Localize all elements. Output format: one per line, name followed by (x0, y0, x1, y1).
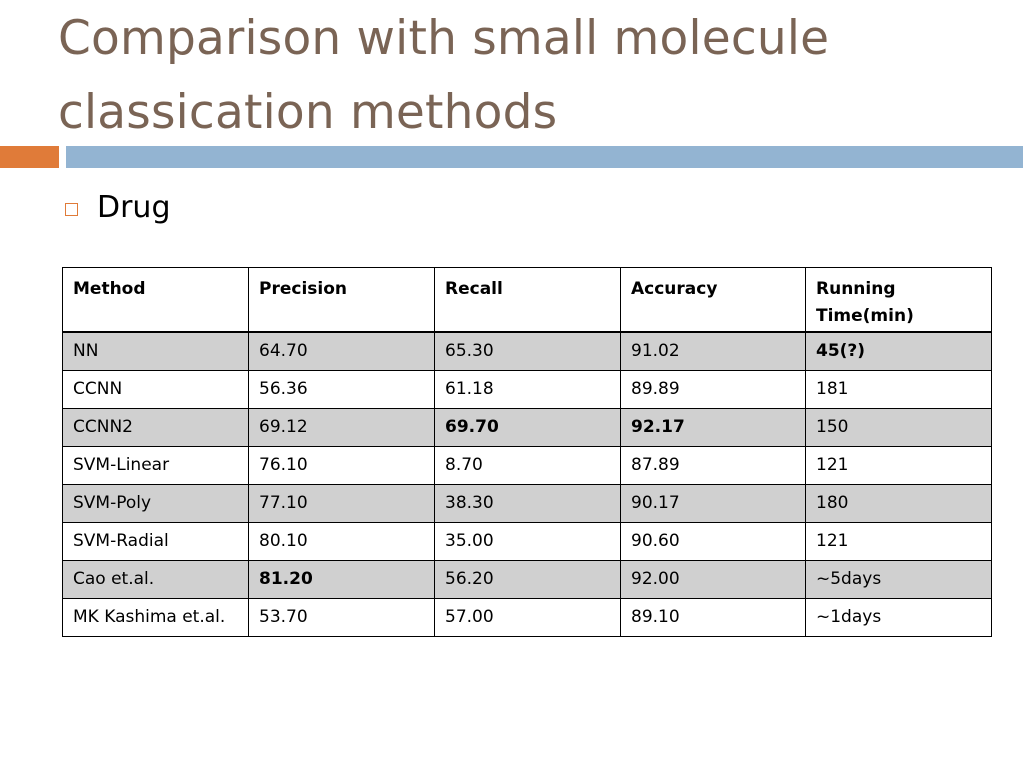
slide-title-line-1: Comparison with small molecule (58, 11, 830, 66)
table-cell: ~5days (805, 559, 992, 599)
table-cell: SVM-Linear (62, 445, 249, 485)
table-cell: 90.60 (620, 521, 806, 561)
table-cell: 69.70 (434, 407, 621, 447)
table-cell: 121 (805, 521, 992, 561)
table-cell: 181 (805, 369, 992, 409)
table-cell: 56.20 (434, 559, 621, 599)
table-row: SVM-Poly 77.10 38.30 90.17 180 (62, 483, 992, 523)
table-cell: 81.20 (248, 559, 435, 599)
table-row: SVM-Linear 76.10 8.70 87.89 121 (62, 445, 992, 485)
table-cell: 150 (805, 407, 992, 447)
accent-bar-orange (0, 146, 59, 168)
table-row: SVM-Radial 80.10 35.00 90.60 121 (62, 521, 992, 561)
header-recall: Recall (434, 267, 621, 333)
table-cell: 89.89 (620, 369, 806, 409)
table-cell: Cao et.al. (62, 559, 249, 599)
table-cell: 45(?) (805, 331, 992, 371)
table-cell: SVM-Radial (62, 521, 249, 561)
table-cell: 57.00 (434, 597, 621, 637)
accent-bar-blue (66, 146, 1023, 168)
table-cell: 89.10 (620, 597, 806, 637)
table-cell: 91.02 (620, 331, 806, 371)
slide-title: Comparison with small molecule classicat… (58, 2, 1008, 150)
table-cell: MK Kashima et.al. (62, 597, 249, 637)
table-row: MK Kashima et.al. 53.70 57.00 89.10 ~1days (62, 597, 992, 637)
table-cell: CCNN (62, 369, 249, 409)
header-precision: Precision (248, 267, 435, 333)
table-header-row: Method Precision Recall Accuracy Running… (62, 267, 992, 333)
table-cell: 80.10 (248, 521, 435, 561)
table-cell: 69.12 (248, 407, 435, 447)
table-cell: 76.10 (248, 445, 435, 485)
header-accuracy: Accuracy (620, 267, 806, 333)
bullet-item: Drug (65, 190, 171, 225)
table-row: CCNN2 69.12 69.70 92.17 150 (62, 407, 992, 447)
table-cell: 180 (805, 483, 992, 523)
bullet-text: Drug (97, 190, 171, 225)
table-cell: 38.30 (434, 483, 621, 523)
table-cell: SVM-Poly (62, 483, 249, 523)
square-bullet-icon (65, 202, 78, 216)
table-cell: 64.70 (248, 331, 435, 371)
slide-title-line-2: classication methods (58, 85, 558, 140)
table-cell: CCNN2 (62, 407, 249, 447)
table-cell: 8.70 (434, 445, 621, 485)
header-method: Method (62, 267, 249, 333)
table-cell: 92.00 (620, 559, 806, 599)
table-row: CCNN 56.36 61.18 89.89 181 (62, 369, 992, 409)
table-cell: 92.17 (620, 407, 806, 447)
table-cell: ~1days (805, 597, 992, 637)
table-body: NN 64.70 65.30 91.02 45(?) CCNN 56.36 61.18 89.8… (62, 331, 992, 637)
table-cell: 61.18 (434, 369, 621, 409)
table-cell: 53.70 (248, 597, 435, 637)
table-cell: 56.36 (248, 369, 435, 409)
table-cell: 90.17 (620, 483, 806, 523)
table-row: Cao et.al. 81.20 56.20 92.00 ~5days (62, 559, 992, 599)
results-table: Method Precision Recall Accuracy Running… (62, 267, 992, 637)
table-cell: 121 (805, 445, 992, 485)
table-cell: 87.89 (620, 445, 806, 485)
table-cell: 35.00 (434, 521, 621, 561)
header-running-time: Running Time(min) (805, 267, 992, 333)
table-cell: 77.10 (248, 483, 435, 523)
table-cell: NN (62, 331, 249, 371)
table-row: NN 64.70 65.30 91.02 45(?) (62, 331, 992, 371)
table-cell: 65.30 (434, 331, 621, 371)
